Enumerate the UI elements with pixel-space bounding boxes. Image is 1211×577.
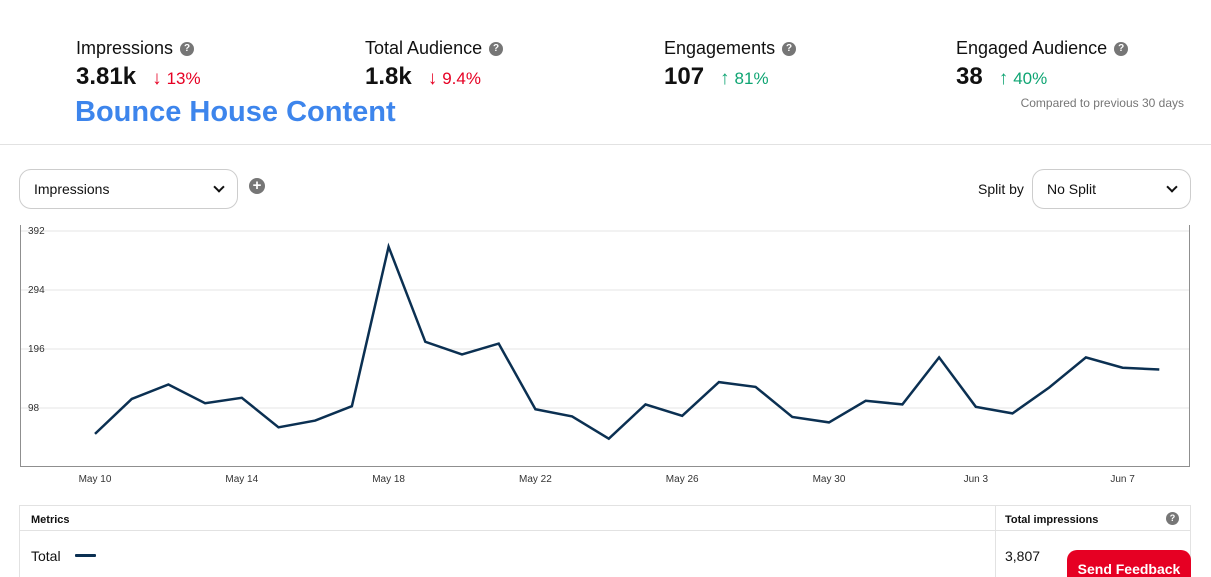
data-point[interactable]	[275, 423, 283, 431]
y-tick-label: 98	[28, 403, 40, 414]
x-tick-label: May 22	[519, 474, 552, 485]
data-point[interactable]	[605, 435, 613, 443]
stat-value: 3.81k	[76, 63, 137, 90]
data-point[interactable]	[385, 243, 393, 251]
stat-impressions: Impressions ? 3.81k ↓ 13%	[76, 38, 201, 91]
help-icon[interactable]: ?	[1166, 512, 1179, 525]
data-point[interactable]	[642, 400, 650, 408]
arrow-down-icon: ↓	[427, 68, 438, 89]
arrow-up-icon: ↑	[998, 68, 1009, 89]
stat-delta: ↑ 81%	[720, 68, 769, 89]
stat-label: Engaged Audience	[956, 38, 1108, 58]
series-line-total[interactable]	[94, 242, 1160, 441]
data-point[interactable]	[568, 412, 576, 420]
x-tick-label: May 26	[666, 474, 699, 485]
data-point[interactable]	[1119, 364, 1127, 372]
series-legend-swatch	[75, 554, 96, 557]
stat-engaged-audience: Engaged Audience ? 38 ↑ 40%	[956, 38, 1129, 91]
help-icon[interactable]: ?	[782, 41, 797, 56]
metric-row-name: Total	[31, 548, 61, 564]
data-point[interactable]	[935, 353, 943, 361]
impressions-line-chart: 98 196 294 392 May 10 May 14 May 18 May 22 May 2…	[21, 226, 1189, 485]
help-icon[interactable]: ?	[180, 41, 195, 56]
split-by-label: Split by	[978, 181, 1024, 197]
split-select-value: No Split	[1047, 181, 1097, 197]
data-point[interactable]	[201, 399, 209, 407]
comparison-note: Compared to previous 30 days	[1020, 96, 1184, 110]
stat-label: Engagements	[664, 38, 776, 58]
data-point[interactable]	[972, 403, 980, 411]
y-tick-label: 392	[28, 226, 45, 237]
send-feedback-button[interactable]: Send Feedback	[1067, 550, 1191, 577]
data-point[interactable]	[238, 394, 246, 402]
data-point[interactable]	[495, 340, 503, 348]
stat-delta: ↑ 40%	[998, 68, 1048, 89]
arrow-up-icon: ↑	[720, 68, 730, 89]
y-tick-label: 196	[28, 344, 45, 355]
data-point[interactable]	[421, 338, 429, 346]
column-divider	[995, 506, 996, 577]
stat-value: 107	[664, 63, 705, 90]
stat-value: 1.8k	[365, 63, 412, 90]
data-point[interactable]	[788, 413, 796, 421]
metrics-table: Metrics Total impressions ? Total 3,807	[19, 505, 1191, 577]
overlay-title: Bounce House Content	[75, 96, 396, 128]
data-point[interactable]	[715, 378, 723, 386]
data-point[interactable]	[91, 430, 99, 438]
data-point[interactable]	[1155, 365, 1163, 373]
stat-value: 38	[956, 63, 983, 90]
help-icon[interactable]: ?	[489, 41, 504, 56]
x-tick-label: May 18	[372, 474, 405, 485]
data-point[interactable]	[164, 381, 172, 389]
metric-row-value: 3,807	[1005, 548, 1041, 564]
chevron-down-icon	[213, 180, 225, 193]
data-point[interactable]	[825, 418, 833, 426]
arrow-down-icon: ↓	[152, 68, 162, 89]
x-tick-label: May 14	[225, 474, 258, 485]
metric-select-value: Impressions	[34, 181, 110, 197]
metric-select[interactable]: Impressions	[19, 169, 238, 209]
x-tick-label: Jun 7	[1110, 474, 1135, 485]
metrics-column-header: Metrics	[31, 514, 70, 526]
total-impressions-column-header: Total impressions	[1005, 514, 1099, 526]
stat-delta: ↓ 9.4%	[427, 68, 481, 89]
x-tick-label: May 30	[813, 474, 846, 485]
stat-label: Impressions	[76, 38, 174, 58]
help-icon[interactable]: ?	[1114, 41, 1129, 56]
data-point[interactable]	[862, 397, 870, 405]
y-tick-label: 294	[28, 285, 45, 296]
stat-engagements: Engagements ? 107 ↑ 81%	[664, 38, 797, 91]
data-point[interactable]	[458, 350, 466, 358]
chart-frame	[20, 225, 1190, 467]
data-point[interactable]	[348, 402, 356, 410]
x-tick-label: Jun 3	[964, 474, 989, 485]
data-point[interactable]	[531, 405, 539, 413]
stat-label: Total Audience	[365, 38, 483, 58]
data-point[interactable]	[128, 395, 136, 403]
split-select[interactable]: No Split	[1032, 169, 1191, 209]
data-point[interactable]	[752, 383, 760, 391]
x-tick-label: May 10	[79, 474, 112, 485]
data-point[interactable]	[898, 400, 906, 408]
data-point[interactable]	[1045, 384, 1053, 392]
data-point[interactable]	[311, 417, 319, 425]
stat-delta: ↓ 13%	[152, 68, 201, 89]
data-point[interactable]	[678, 412, 686, 420]
data-point[interactable]	[1082, 353, 1090, 361]
stat-total-audience: Total Audience ? 1.8k ↓ 9.4%	[365, 38, 504, 91]
summary-stats: Impressions ? 3.81k ↓ 13% Total Audience …	[0, 0, 1211, 145]
add-metric-icon[interactable]: +	[249, 178, 265, 194]
chevron-down-icon	[1166, 180, 1178, 193]
data-point[interactable]	[1009, 409, 1017, 417]
metrics-table-header: Metrics Total impressions ?	[20, 506, 1190, 531]
